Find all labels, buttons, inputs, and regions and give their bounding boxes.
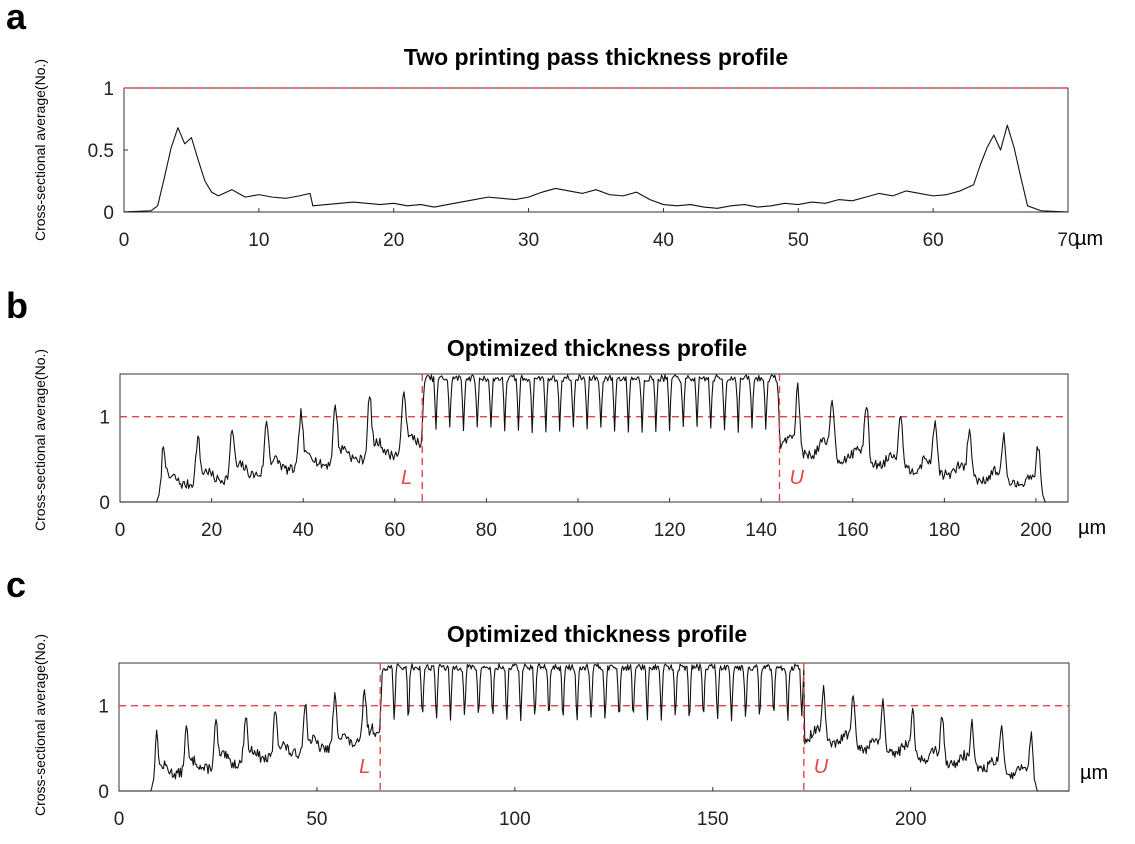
x-unit-c: µm	[1080, 762, 1109, 784]
x-tick-label: 0	[114, 809, 125, 830]
x-unit-b: µm	[1078, 517, 1107, 539]
plot-frame	[123, 87, 1069, 213]
y-tick-label: 0	[103, 203, 114, 224]
y-tick-label: 0	[99, 493, 110, 514]
panel-letter-c: c	[6, 564, 27, 605]
series-line	[123, 124, 1069, 213]
x-tick-label: 140	[745, 520, 777, 541]
series-line	[120, 374, 1068, 503]
bound-label-L: L	[401, 467, 412, 489]
plot-frame	[118, 662, 1070, 792]
panel-b: b Optimized thickness profile Cross-sect…	[0, 285, 1135, 570]
x-tick-label: 20	[383, 230, 404, 251]
x-tick-label: 10	[248, 230, 269, 251]
x-tick-label: 180	[928, 520, 960, 541]
x-tick-label: 60	[923, 230, 944, 251]
y-tick-label: 0.5	[88, 141, 114, 162]
chart-title-c: Optimized thickness profile	[446, 621, 748, 647]
x-tick-label: 60	[384, 520, 405, 541]
x-tick-label: 200	[1020, 520, 1052, 541]
x-tick-label: 160	[837, 520, 869, 541]
x-tick-label: 20	[201, 520, 222, 541]
x-tick-label: 70	[1057, 230, 1078, 251]
y-tick-label: 1	[103, 79, 114, 100]
x-tick-label: 30	[518, 230, 539, 251]
x-tick-label: 150	[697, 809, 729, 830]
x-unit-a: µm	[1075, 228, 1104, 250]
x-tick-label: 100	[562, 520, 594, 541]
plot-frame	[119, 373, 1069, 503]
panel-a: a Two printing pass thickness profile Cr…	[0, 0, 1135, 270]
bound-label-U: U	[814, 756, 829, 778]
x-tick-label: 50	[306, 809, 327, 830]
y-tick-label: 1	[98, 697, 109, 718]
y-tick-label: 1	[99, 408, 110, 429]
panel-letter-a: a	[6, 0, 27, 37]
x-tick-label: 100	[499, 809, 531, 830]
x-tick-label: 80	[476, 520, 497, 541]
panel-c: c Optimized thickness profile Cross-sect…	[0, 564, 1135, 844]
x-tick-label: 200	[895, 809, 927, 830]
x-tick-label: 120	[654, 520, 686, 541]
plot-a: 0 10 20 30 40 50 60 70 0 0.5 1	[88, 79, 1079, 251]
plot-c: 0 50 100 150 200 0 1 L U	[98, 662, 1070, 830]
chart-title-a: Two printing pass thickness profile	[403, 44, 789, 70]
y-tick-label: 0	[98, 782, 109, 803]
x-tick-label: 40	[293, 520, 314, 541]
x-tick-label: 50	[788, 230, 809, 251]
series-line	[119, 663, 1069, 792]
panel-letter-b: b	[6, 285, 28, 326]
chart-title-b: Optimized thickness profile	[446, 335, 748, 361]
plot-b: 0 20 40 60 80 100 120 140 160 180 200 0 1 L U	[99, 373, 1069, 541]
x-tick-label: 40	[653, 230, 674, 251]
bound-label-U: U	[789, 467, 804, 489]
x-tick-label: 0	[119, 230, 130, 251]
x-tick-label: 0	[115, 520, 126, 541]
bound-label-L: L	[359, 756, 370, 778]
